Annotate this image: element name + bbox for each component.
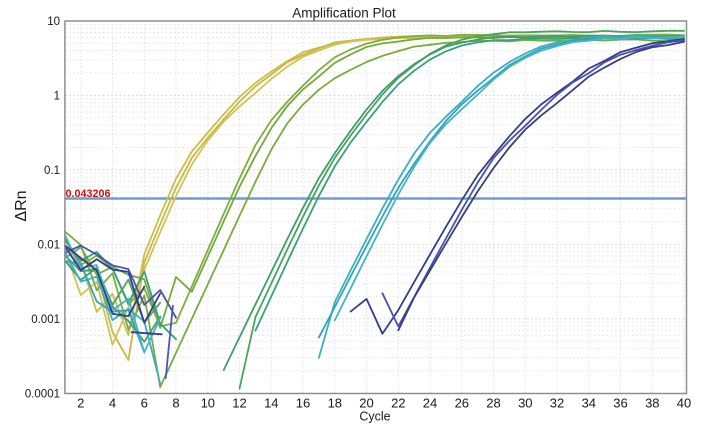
svg-text:0.0001: 0.0001 bbox=[25, 388, 60, 400]
svg-text:20: 20 bbox=[359, 396, 373, 411]
svg-text:1: 1 bbox=[54, 91, 60, 103]
svg-text:Cycle: Cycle bbox=[359, 410, 390, 424]
svg-text:22: 22 bbox=[391, 396, 405, 411]
svg-text:10: 10 bbox=[47, 16, 60, 28]
svg-text:4: 4 bbox=[109, 396, 116, 411]
svg-text:8: 8 bbox=[172, 396, 179, 411]
svg-text:38: 38 bbox=[645, 396, 659, 411]
svg-text:16: 16 bbox=[296, 396, 310, 411]
svg-text:28: 28 bbox=[486, 396, 500, 411]
svg-text:40: 40 bbox=[677, 396, 691, 411]
svg-text:Amplification Plot: Amplification Plot bbox=[292, 6, 396, 21]
svg-text:34: 34 bbox=[582, 396, 596, 411]
svg-text:30: 30 bbox=[518, 396, 532, 411]
svg-text:36: 36 bbox=[613, 396, 627, 411]
svg-text:0.01: 0.01 bbox=[38, 240, 60, 252]
svg-text:6: 6 bbox=[141, 396, 148, 411]
svg-text:24: 24 bbox=[423, 396, 437, 411]
svg-text:0.001: 0.001 bbox=[31, 314, 60, 326]
svg-text:26: 26 bbox=[455, 396, 469, 411]
svg-text:18: 18 bbox=[328, 396, 342, 411]
svg-text:14: 14 bbox=[264, 396, 278, 411]
svg-text:10: 10 bbox=[201, 396, 215, 411]
svg-text:12: 12 bbox=[232, 396, 246, 411]
svg-text:32: 32 bbox=[550, 396, 564, 411]
svg-text:0.043206: 0.043206 bbox=[66, 188, 111, 200]
svg-text:ΔRn: ΔRn bbox=[13, 190, 30, 221]
svg-text:0.1: 0.1 bbox=[44, 165, 60, 177]
svg-text:2: 2 bbox=[77, 396, 84, 411]
